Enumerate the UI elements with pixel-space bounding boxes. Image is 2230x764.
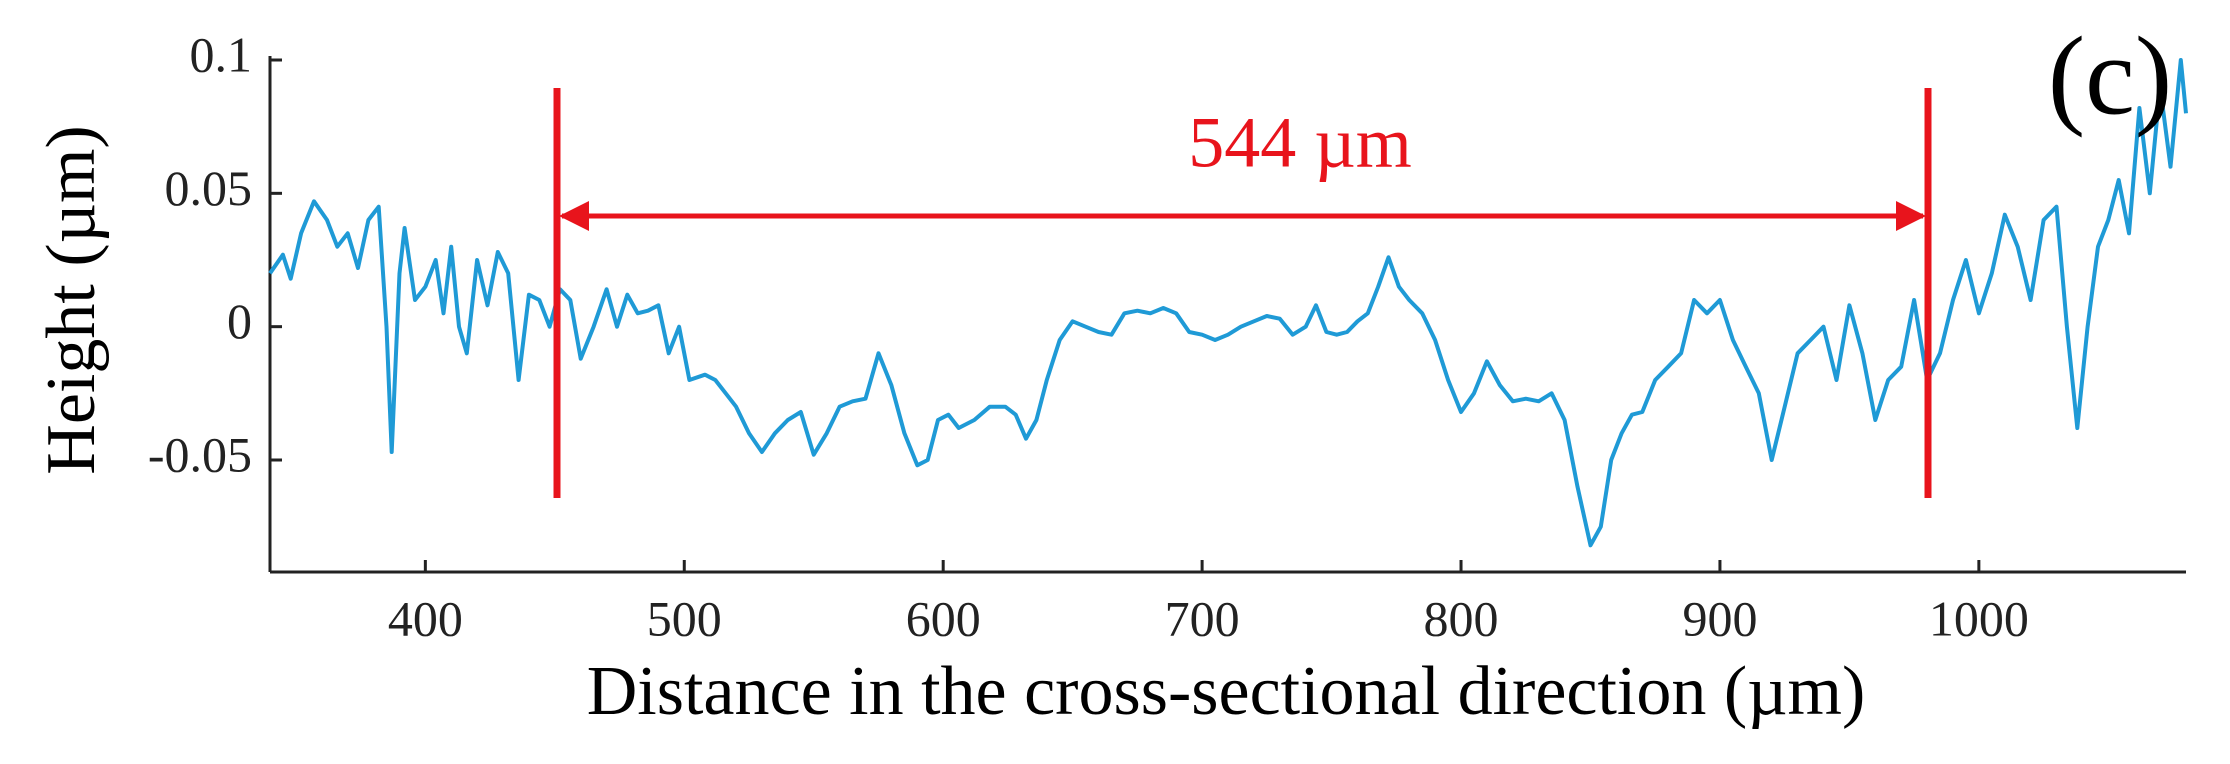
y-tick-label: 0.05 [165, 160, 253, 216]
data-line [268, 58, 2188, 548]
x-tick-label: 700 [1165, 590, 1240, 646]
x-tick-label: 800 [1424, 590, 1499, 646]
annotation: 544 µm [1188, 103, 1412, 183]
x-axis-title: Distance in the cross-sectional directio… [587, 653, 1866, 730]
x-tick-label: 600 [906, 590, 981, 646]
plot-area: 400 500 600 700 800 900 1000 0.1 0.05 0 -0.05 [148, 26, 2188, 646]
panel-label: (c) [2048, 15, 2172, 139]
y-tick-label: 0 [227, 293, 252, 349]
x-tick-label: 1000 [1929, 590, 2029, 646]
y-tick-label: -0.05 [148, 426, 252, 482]
y-axis-title: Height (µm) [33, 125, 110, 474]
y-tick-label: 0.1 [190, 26, 253, 82]
x-tick-label: 400 [388, 590, 463, 646]
x-tick-label: 500 [647, 590, 722, 646]
x-tick-label: 900 [1682, 590, 1757, 646]
